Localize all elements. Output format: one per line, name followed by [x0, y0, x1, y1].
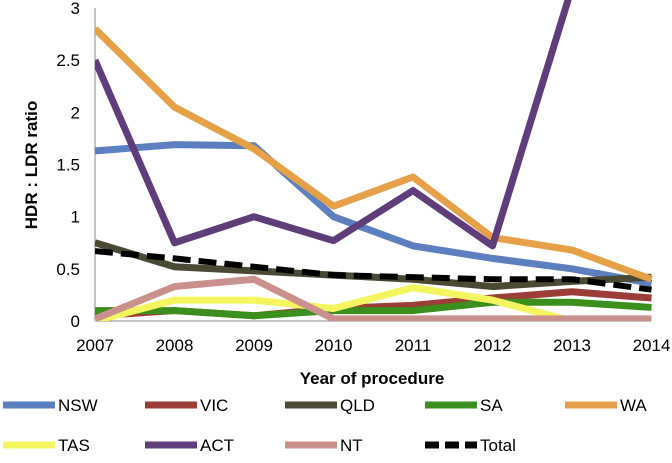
y-tick-label: 3	[71, 0, 80, 18]
y-tick-label: 1.5	[56, 156, 80, 175]
legend-label-qld: QLD	[340, 396, 375, 415]
series-line-total	[95, 248, 652, 293]
x-tick-labels: 2007 2008 2009 2010 2011 2012 2013 2014	[76, 336, 670, 355]
legend: NSW VIC QLD SA WA TAS ACT NT Total	[3, 396, 647, 455]
legend-label-tas: TAS	[58, 436, 90, 455]
x-tick-label: 2011	[395, 336, 432, 355]
x-tick-label: 2010	[315, 336, 353, 355]
x-tick-label: 2007	[76, 336, 114, 355]
series-line-nt	[95, 275, 652, 321]
y-tick-label: 2.5	[56, 51, 80, 70]
legend-label-nsw: NSW	[58, 396, 98, 415]
y-tick-label: 0.5	[56, 260, 80, 279]
y-tick-label: 1	[71, 208, 80, 227]
series-line-qld	[95, 239, 652, 291]
y-tick-labels: 0 0.5 1 1.5 2 2.5 3	[56, 0, 80, 331]
y-tick-label: 2	[71, 103, 80, 122]
legend-label-sa: SA	[480, 396, 503, 415]
series-line-sa	[95, 298, 652, 320]
x-tick-label: 2008	[156, 336, 194, 355]
legend-label-act: ACT	[200, 436, 234, 455]
legend-label-total: Total	[480, 436, 516, 455]
x-tick-label: 2013	[553, 336, 591, 355]
x-tick-label: 2014	[633, 336, 671, 355]
series-line-nsw	[95, 141, 653, 287]
series-line-wa	[95, 26, 653, 283]
series-lines	[95, 0, 653, 321]
x-tick-label: 2012	[474, 336, 512, 355]
legend-label-wa: WA	[620, 396, 647, 415]
x-axis-title: Year of procedure	[300, 369, 445, 388]
legend-label-vic: VIC	[200, 396, 228, 415]
legend-label-nt: NT	[340, 436, 363, 455]
y-axis-title: HDR : LDR ratio	[22, 101, 41, 229]
y-tick-label: 0	[71, 312, 80, 331]
series-line-act	[95, 0, 572, 250]
x-tick-label: 2009	[235, 336, 273, 355]
